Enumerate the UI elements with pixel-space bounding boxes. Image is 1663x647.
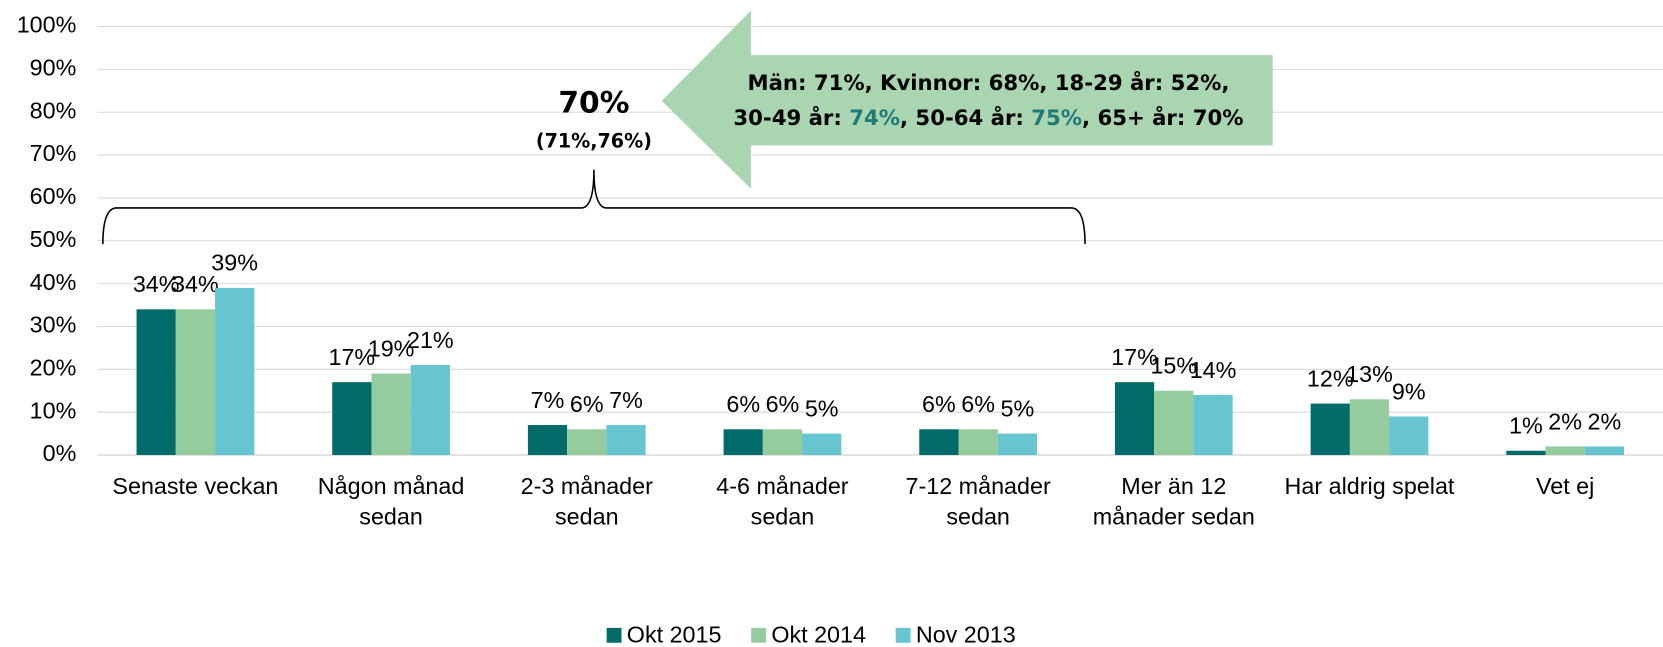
x-tick-label: 7-12 månader sedan	[906, 473, 1051, 530]
legend-label: Okt 2014	[771, 622, 866, 647]
value-label: 21%	[407, 327, 454, 353]
bar	[1310, 403, 1350, 456]
value-label: 15%	[1150, 353, 1197, 379]
legend-swatch	[895, 627, 911, 643]
y-tick-label: 70%	[30, 140, 77, 166]
arrow-text-part: 75%	[1031, 106, 1082, 131]
value-label: 9%	[1392, 378, 1426, 404]
bar	[1114, 382, 1155, 456]
y-tick-label: 80%	[30, 97, 77, 123]
bar	[919, 429, 959, 456]
value-label: 17%	[328, 344, 375, 370]
bar	[606, 425, 646, 456]
value-label: 2%	[1548, 408, 1582, 434]
arrow-text-part: 30-49 år:	[733, 105, 849, 131]
value-label: 6%	[570, 391, 604, 417]
bar	[332, 382, 372, 456]
legend-swatch	[751, 627, 767, 643]
bar	[215, 287, 255, 456]
x-tick-label: 2-3 månader sedan	[521, 473, 654, 530]
y-tick-label: 100%	[17, 12, 77, 38]
brace-sub-label: (71%,76%)	[536, 130, 652, 153]
value-label: 34%	[133, 271, 180, 297]
x-tick-label: 4-6 månader sedan	[716, 473, 849, 530]
value-label: 5%	[1001, 395, 1035, 421]
y-tick-label: 50%	[30, 226, 77, 252]
bar	[136, 309, 176, 456]
value-label: 6%	[766, 391, 800, 417]
value-label: 6%	[961, 391, 995, 417]
annotation-brace	[102, 169, 1086, 244]
value-label: 7%	[609, 387, 643, 413]
bar	[1506, 450, 1546, 456]
y-tick-label: 10%	[30, 397, 77, 423]
bar	[175, 309, 216, 456]
x-tick-label: Senaste veckan	[112, 473, 278, 499]
x-tick-label: Mer än 12 månader sedan	[1093, 473, 1255, 530]
bar	[1193, 395, 1233, 456]
arrow-line-1: Män: 71%, Kvinnor: 68%, 18-29 år: 52%,	[747, 70, 1229, 96]
value-label: 12%	[1307, 365, 1354, 391]
arrow-text-part: , 50-64 år:	[900, 105, 1031, 131]
bar	[527, 425, 568, 456]
bar	[567, 429, 607, 456]
value-label: 34%	[172, 271, 219, 297]
value-label: 17%	[1111, 344, 1158, 370]
y-tick-label: 30%	[30, 312, 77, 338]
bar	[1545, 446, 1585, 456]
bar	[958, 429, 998, 456]
value-label: 5%	[805, 395, 839, 421]
y-tick-label: 0%	[43, 440, 77, 466]
arrow-line-2: 30-49 år: 74%, 50-64 år: 75%, 65+ år: 70…	[733, 105, 1243, 131]
brace-main-label: 70%	[558, 85, 629, 120]
value-label: 6%	[726, 391, 760, 417]
arrow-text-part: 74%	[849, 106, 900, 131]
value-label: 19%	[368, 335, 415, 361]
bar	[762, 429, 803, 456]
bar	[1154, 390, 1194, 456]
y-tick-label: 90%	[30, 55, 77, 81]
bar	[997, 433, 1037, 456]
annotation-arrow	[661, 10, 1273, 189]
value-label: 39%	[211, 250, 258, 276]
legend-label: Nov 2013	[916, 622, 1016, 647]
legend-label: Okt 2015	[627, 622, 722, 647]
y-tick-label: 40%	[30, 269, 77, 295]
x-tick-label: Någon månad sedan	[318, 473, 465, 530]
legend-swatch	[606, 627, 622, 643]
bar	[410, 365, 450, 456]
y-tick-label: 60%	[30, 183, 77, 209]
bar	[1389, 416, 1429, 456]
arrow-text-part: , 65+ år: 70%	[1082, 105, 1243, 131]
x-tick-label: Vet ej	[1536, 473, 1594, 499]
value-label: 1%	[1509, 413, 1543, 439]
x-tick-label: Har aldrig spelat	[1285, 473, 1455, 499]
value-label: 14%	[1190, 357, 1237, 383]
bar	[802, 433, 842, 456]
value-label: 7%	[531, 387, 565, 413]
value-label: 6%	[922, 391, 956, 417]
bar	[1349, 399, 1390, 456]
y-tick-label: 20%	[30, 354, 77, 380]
bar	[723, 429, 763, 456]
value-label: 13%	[1346, 361, 1393, 387]
bar	[1584, 446, 1625, 456]
value-label: 2%	[1588, 408, 1622, 434]
bar	[371, 373, 411, 456]
